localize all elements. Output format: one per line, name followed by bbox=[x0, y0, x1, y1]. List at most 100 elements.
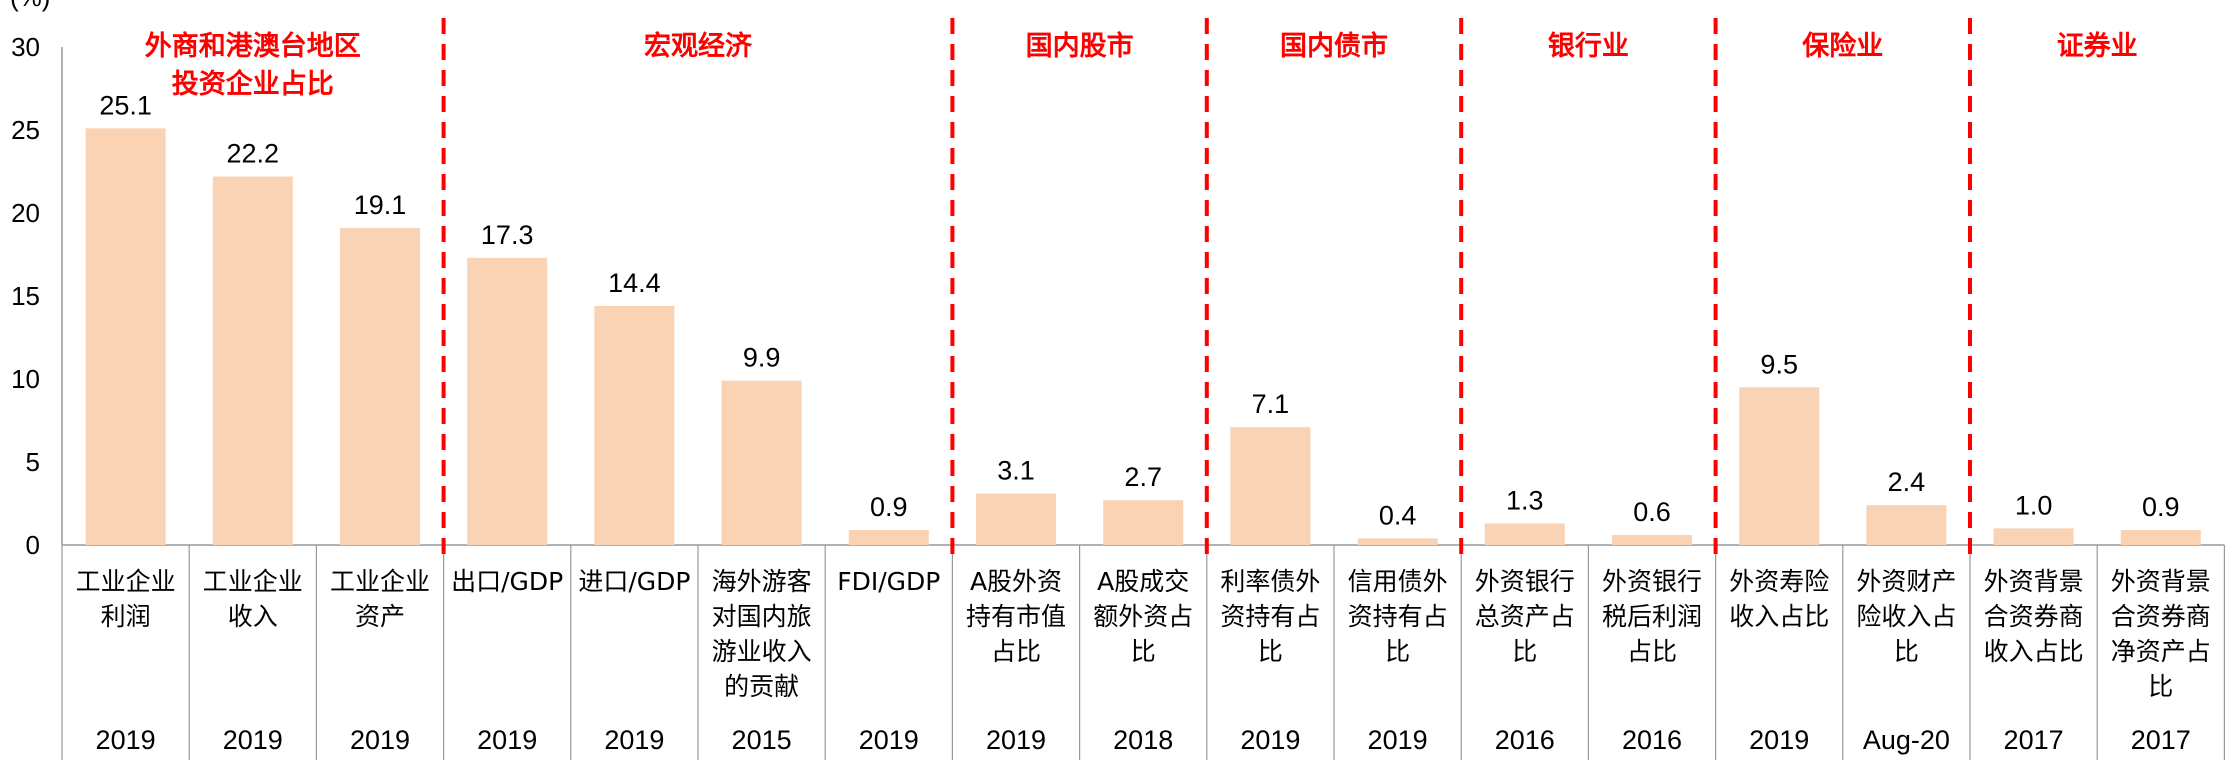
year-label: 2019 bbox=[1749, 725, 1809, 755]
bar bbox=[1103, 500, 1184, 545]
category-label: 出口/GDP bbox=[451, 567, 563, 596]
category-label: 比 bbox=[1512, 637, 1537, 666]
data-label: 0.9 bbox=[870, 492, 908, 522]
category-label: 外资银行 bbox=[1475, 567, 1575, 596]
category-label: 比 bbox=[1385, 637, 1410, 666]
y-tick-label: 0 bbox=[26, 530, 40, 560]
data-label: 14.4 bbox=[608, 268, 661, 298]
category-label: 外资财产 bbox=[1856, 567, 1956, 596]
bar bbox=[848, 530, 929, 545]
category-label: A股外资 bbox=[970, 567, 1062, 596]
category-label: 持有市值 bbox=[966, 602, 1066, 631]
category-label: 险收入占 bbox=[1856, 602, 1956, 631]
bar bbox=[1612, 535, 1692, 545]
category-label: 占比 bbox=[991, 637, 1041, 666]
bar bbox=[1230, 427, 1311, 545]
category-label: 外资寿险 bbox=[1729, 567, 1829, 596]
data-label: 3.1 bbox=[997, 456, 1035, 486]
category-label: 利润 bbox=[101, 602, 151, 631]
category-label: 的贡献 bbox=[724, 672, 799, 701]
y-tick-label: 30 bbox=[11, 32, 40, 62]
bar bbox=[1993, 528, 2074, 545]
category-label: 工业企业 bbox=[330, 567, 430, 596]
data-label: 25.1 bbox=[99, 90, 152, 120]
data-label: 9.9 bbox=[743, 343, 781, 373]
year-label: 2019 bbox=[477, 725, 537, 755]
category-label: 外资背景 bbox=[2111, 567, 2211, 596]
category-label: 资持有占 bbox=[1348, 602, 1448, 631]
data-label: 0.9 bbox=[2142, 492, 2180, 522]
bar bbox=[976, 493, 1056, 545]
data-label: 1.0 bbox=[2015, 490, 2053, 520]
category-label: A股成交 bbox=[1097, 567, 1189, 596]
category-label: 资产 bbox=[355, 602, 405, 631]
data-label: 19.1 bbox=[354, 190, 407, 220]
year-label: 2019 bbox=[350, 725, 410, 755]
category-label: 资持有占 bbox=[1220, 602, 1320, 631]
category-label: 比 bbox=[1131, 637, 1156, 666]
group-title: 宏观经济 bbox=[644, 30, 753, 62]
bar bbox=[1866, 505, 1947, 545]
data-label: 2.7 bbox=[1124, 462, 1162, 492]
group-title: 保险业 bbox=[1801, 30, 1883, 62]
year-label: 2019 bbox=[986, 725, 1046, 755]
bar bbox=[85, 128, 166, 545]
category-label: 游业收入 bbox=[712, 637, 812, 666]
data-label: 0.4 bbox=[1379, 500, 1417, 530]
bar bbox=[212, 176, 293, 546]
bar bbox=[467, 257, 548, 545]
data-label: 17.3 bbox=[481, 220, 534, 250]
year-label: Aug-20 bbox=[1863, 725, 1950, 755]
y-tick-label: 10 bbox=[11, 364, 40, 394]
category-label: 收入占比 bbox=[1729, 602, 1829, 631]
category-label: 进口/GDP bbox=[578, 567, 690, 596]
bar bbox=[594, 305, 675, 545]
year-label: 2019 bbox=[223, 725, 283, 755]
year-label: 2015 bbox=[732, 725, 792, 755]
category-label: 占比 bbox=[1627, 637, 1677, 666]
data-label: 22.2 bbox=[227, 138, 280, 168]
category-label: 比 bbox=[2148, 672, 2173, 701]
group-title: 外商和港澳台地区 bbox=[145, 30, 361, 62]
year-label: 2019 bbox=[859, 725, 919, 755]
data-label: 2.4 bbox=[1888, 467, 1926, 497]
group-title: 国内股市 bbox=[1026, 30, 1134, 62]
group-title: 证券业 bbox=[2057, 30, 2138, 62]
category-label: 额外资占 bbox=[1093, 602, 1193, 631]
category-label: 比 bbox=[1894, 637, 1919, 666]
category-label: 税后利润 bbox=[1602, 602, 1702, 631]
year-label: 2017 bbox=[2131, 725, 2191, 755]
year-label: 2019 bbox=[96, 725, 156, 755]
year-label: 2016 bbox=[1622, 725, 1682, 755]
bar bbox=[721, 380, 802, 545]
year-label: 2016 bbox=[1495, 725, 1555, 755]
y-tick-label: 5 bbox=[26, 447, 40, 477]
category-label: 信用债外 bbox=[1348, 567, 1448, 596]
category-label: 外资银行 bbox=[1602, 567, 1702, 596]
category-label: 净资产占 bbox=[2111, 637, 2211, 666]
category-label: 合资券商 bbox=[1984, 602, 2084, 631]
category-label: 收入 bbox=[228, 602, 278, 631]
group-title: 投资企业占比 bbox=[172, 68, 334, 100]
data-label: 1.3 bbox=[1506, 485, 1544, 515]
bar bbox=[2120, 530, 2201, 545]
category-label: 合资券商 bbox=[2111, 602, 2211, 631]
data-label: 0.6 bbox=[1633, 497, 1671, 527]
category-label: 收入占比 bbox=[1984, 637, 2084, 666]
y-tick-label: 25 bbox=[11, 115, 40, 145]
y-axis-unit-label: (%) bbox=[10, 0, 50, 12]
group-title: 国内债市 bbox=[1280, 30, 1388, 62]
category-label: 海外游客 bbox=[712, 567, 812, 596]
bar bbox=[1484, 523, 1565, 545]
category-label: 外资背景 bbox=[1984, 567, 2084, 596]
category-label: 利率债外 bbox=[1220, 567, 1320, 596]
year-label: 2019 bbox=[1368, 725, 1428, 755]
data-label: 7.1 bbox=[1252, 389, 1290, 419]
category-label: 对国内旅 bbox=[712, 602, 812, 631]
category-label: 工业企业 bbox=[76, 567, 176, 596]
category-label: 工业企业 bbox=[203, 567, 303, 596]
category-label: 比 bbox=[1258, 637, 1283, 666]
year-label: 2019 bbox=[1240, 725, 1300, 755]
y-tick-label: 20 bbox=[11, 198, 40, 228]
